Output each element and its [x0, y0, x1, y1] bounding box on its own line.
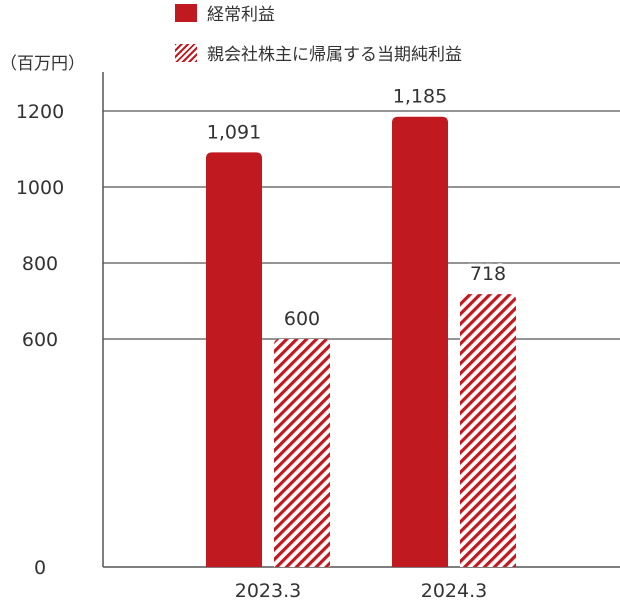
bar-ordinary-profit-2024.3 [392, 116, 448, 567]
data-label-ordinary-profit-2024.3: 1,185 [393, 86, 447, 108]
data-label-net-profit-2023.3: 600 [284, 308, 320, 330]
legend-label-net-profit: 親会社株主に帰属する当期純利益 [207, 45, 462, 65]
y-tick-label-600: 600 [22, 329, 58, 351]
y-tick-label-1200: 1200 [16, 101, 64, 123]
legend-swatch-solid [175, 3, 197, 22]
y-tick-label-800: 800 [22, 253, 58, 275]
bar-ordinary-profit-2023.3 [206, 152, 262, 568]
legend-label-ordinary-profit: 経常利益 [207, 5, 275, 25]
data-label-net-profit-2024.3: 718 [470, 263, 506, 285]
x-tick-label-2023.3: 2023.3 [235, 580, 301, 602]
legend-item-net-profit: 親会社株主に帰属する当期純利益 [175, 40, 462, 65]
y-tick-label-1000: 1000 [16, 177, 64, 199]
bar-net-profit-2024.3 [460, 294, 516, 567]
data-label-ordinary-profit-2023.3: 1,091 [207, 121, 261, 143]
legend-item-ordinary-profit: 経常利益 [175, 0, 275, 25]
y-tick-label-0: 0 [34, 557, 46, 579]
legend-swatch-hatched [175, 43, 197, 62]
y-axis-unit-label: （百万円） [0, 54, 85, 74]
x-tick-label-2024.3: 2024.3 [421, 580, 487, 602]
bar-net-profit-2023.3 [274, 339, 330, 567]
